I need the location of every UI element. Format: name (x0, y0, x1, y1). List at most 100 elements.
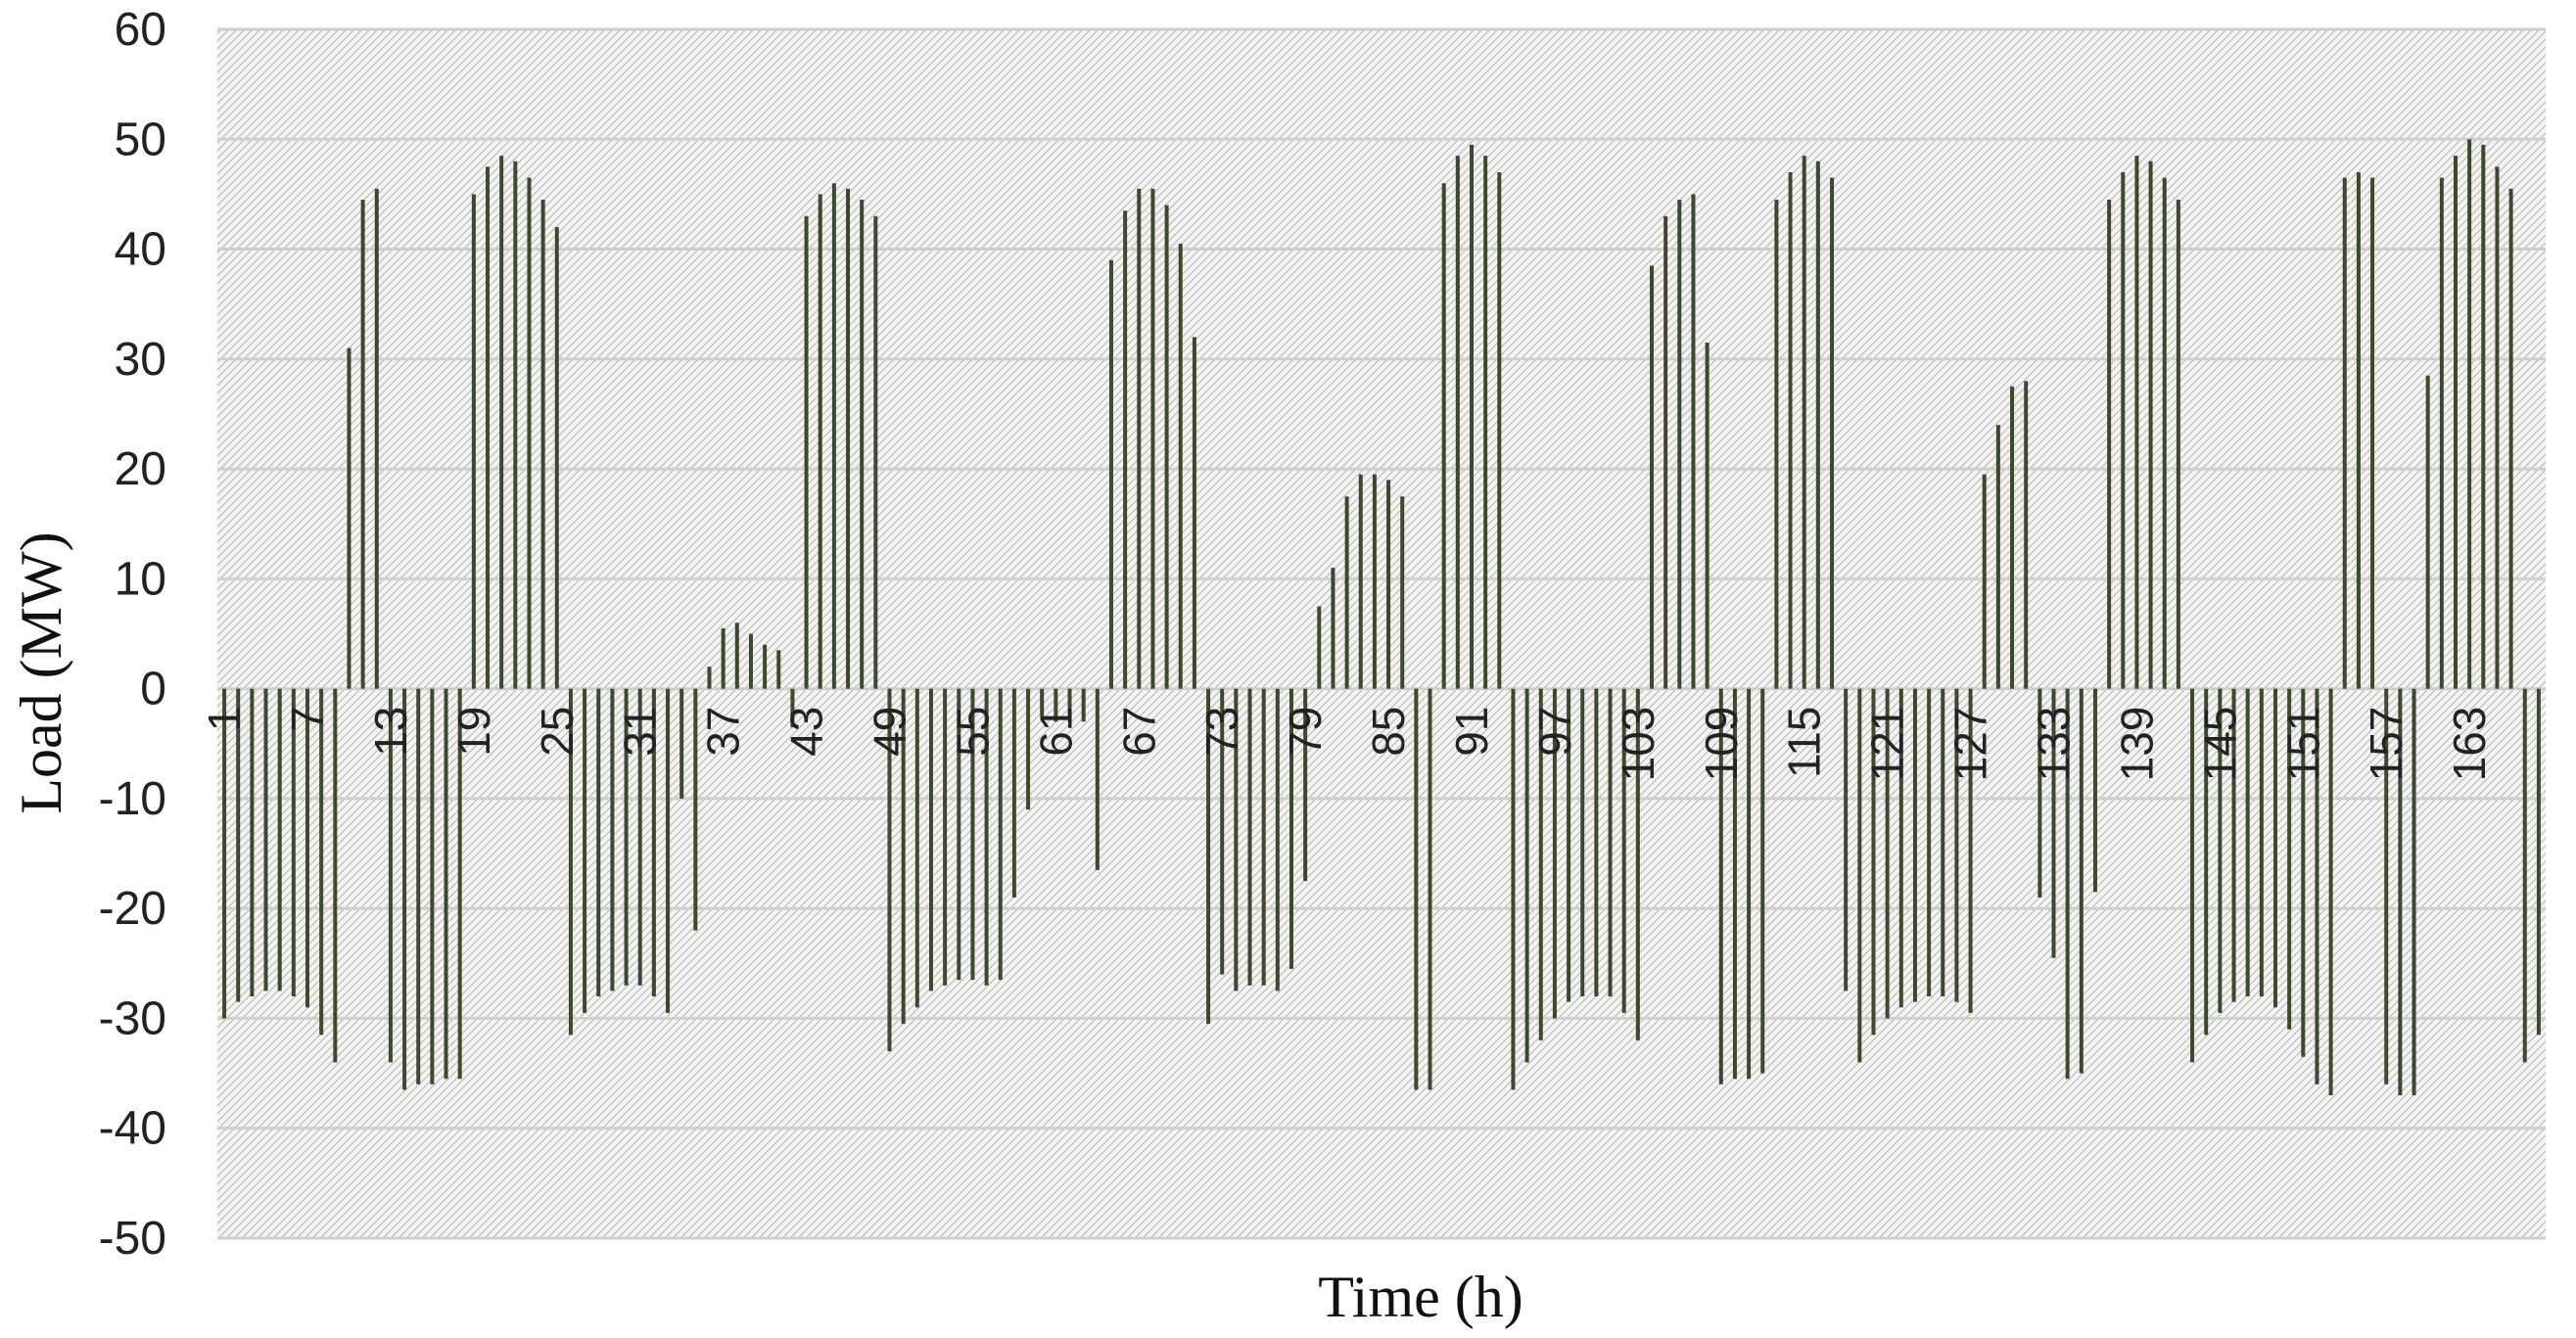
load-bar (1580, 688, 1585, 996)
load-bar (2536, 688, 2541, 1036)
load-bar (666, 688, 671, 1013)
load-bar (1871, 688, 1876, 1036)
load-bar (790, 688, 795, 727)
load-bar (236, 688, 241, 1002)
load-bar (818, 194, 822, 689)
load-bar (1982, 474, 1987, 689)
y-tick-label: 30 (115, 334, 166, 386)
load-bar (1705, 342, 1710, 689)
load-bar (1206, 688, 1211, 1025)
load-bar (1123, 210, 1128, 689)
load-bar (1552, 688, 1557, 1019)
load-bar (1691, 194, 1696, 689)
load-bar (1608, 688, 1613, 996)
load-bar (513, 161, 518, 689)
y-tick-label: -10 (99, 773, 166, 825)
load-bar (707, 667, 712, 689)
load-bar (1594, 688, 1599, 996)
load-bar (2065, 688, 2070, 1080)
load-bar (319, 688, 324, 1036)
load-bar (1040, 688, 1045, 716)
load-bar (2259, 688, 2264, 996)
load-bar (901, 688, 906, 1025)
load-bar (1497, 171, 1502, 689)
load-bar (1815, 161, 1820, 689)
load-bar (2412, 688, 2416, 1096)
load-bar (1441, 183, 1446, 689)
load-bar (1483, 156, 1488, 689)
load-bar (2272, 688, 2277, 1008)
load-bar (471, 194, 476, 689)
x-tick-label: 1 (199, 707, 250, 732)
load-bar (2398, 688, 2403, 1096)
load-bar (1718, 688, 1723, 1084)
load-bar (637, 688, 642, 986)
load-bar (1317, 606, 1322, 689)
load-bar (250, 688, 255, 996)
y-tick-label: -50 (99, 1213, 166, 1265)
load-bar (596, 688, 601, 996)
x-tick-label: 121 (1862, 707, 1913, 782)
x-axis-title: Time (h) (1318, 1265, 1522, 1329)
x-tick-label: 85 (1363, 707, 1414, 757)
load-bar (2176, 200, 2180, 689)
load-bar (2190, 688, 2195, 1063)
load-bar (374, 188, 379, 689)
load-bar (2453, 156, 2458, 689)
load-bar (222, 688, 227, 1019)
x-tick-label: 79 (1280, 707, 1331, 757)
load-bar (873, 215, 878, 689)
load-bar (776, 650, 781, 689)
load-bar (1788, 171, 1793, 689)
x-tick-label: 49 (865, 707, 915, 757)
load-bar (540, 200, 545, 689)
load-bar (1428, 688, 1432, 1090)
x-tick-label: 97 (1529, 707, 1580, 757)
load-bar (1663, 215, 1668, 689)
gridlines (217, 27, 2546, 1240)
load-bar (1275, 688, 1280, 992)
load-bar (2508, 188, 2513, 689)
load-bar (360, 200, 365, 689)
load-bar (763, 644, 768, 689)
load-bar (1414, 688, 1419, 1090)
x-tick-label: 31 (615, 707, 666, 757)
load-bar (846, 188, 851, 689)
load-bar (1192, 337, 1196, 689)
load-bar (1054, 688, 1058, 722)
load-bar (1288, 688, 1293, 969)
load-bar (1677, 200, 1682, 689)
load-bar (721, 627, 726, 689)
x-tick-label: 43 (781, 707, 832, 757)
load-bar (914, 688, 919, 1008)
load-bar (583, 688, 587, 1013)
y-axis-ticks: 60 50 40 30 20 10 0 -10 -20 -30 -40 -50 (99, 4, 166, 1265)
x-tick-label: 19 (448, 707, 499, 757)
load-bar (1898, 688, 1903, 1008)
x-tick-label: 109 (1696, 707, 1747, 782)
load-bar (2315, 688, 2319, 1084)
y-axis-title: Load (MW) (9, 531, 73, 813)
load-bar (430, 688, 435, 1084)
load-bar (624, 688, 629, 986)
load-bar (1802, 156, 1806, 689)
load-bar (2218, 688, 2223, 1013)
load-bar (1621, 688, 1626, 1013)
x-tick-label: 13 (365, 707, 416, 757)
load-bar (1026, 688, 1031, 810)
load-bar (734, 623, 739, 689)
load-bar (1400, 496, 1405, 689)
load-bar (499, 156, 504, 689)
y-tick-label: 20 (115, 443, 166, 495)
load-bar (457, 688, 462, 1080)
x-axis-ticks: 1 7 13 19 25 31 37 43 49 55 61 67 73 79 85 91 97 103 109 11… (199, 707, 2495, 782)
load-bar (1774, 200, 1779, 689)
load-bar (804, 215, 809, 689)
load-bar (2495, 166, 2500, 689)
load-bar (1747, 688, 1752, 1080)
x-tick-label: 115 (1779, 707, 1830, 778)
load-bar (1164, 205, 1169, 689)
x-tick-label: 73 (1196, 707, 1247, 757)
load-bar (2051, 688, 2056, 958)
load-bar (416, 688, 421, 1084)
